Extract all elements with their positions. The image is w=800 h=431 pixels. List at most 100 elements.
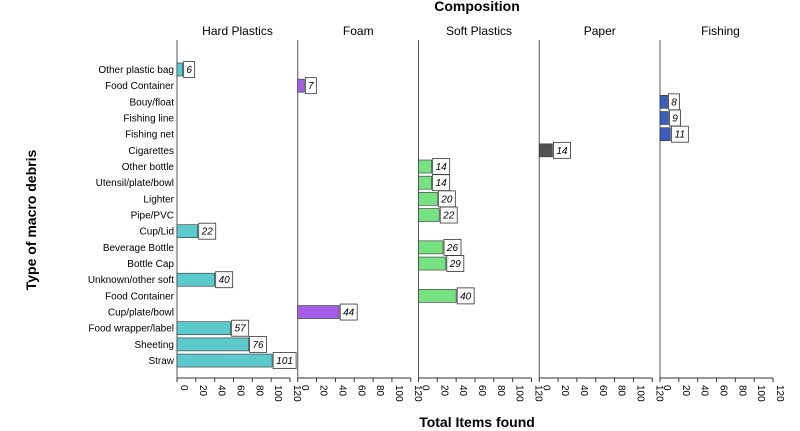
panel-title: Hard Plastics xyxy=(202,24,273,38)
x-tick-label: 100 xyxy=(634,385,645,402)
bar xyxy=(176,353,273,368)
x-tick-label: 0 xyxy=(661,385,672,391)
x-axis-label: Total Items found xyxy=(419,414,535,430)
data-label: 9 xyxy=(672,114,678,125)
x-tick-label: 100 xyxy=(514,385,525,402)
x-tick-label: 60 xyxy=(597,385,608,397)
category-label: Cigarettes xyxy=(128,146,174,157)
x-tick-label: 40 xyxy=(457,385,468,397)
bar xyxy=(418,289,457,303)
x-tick-label: 20 xyxy=(680,385,691,397)
x-tick-label: 0 xyxy=(178,385,189,391)
data-label-box xyxy=(272,352,297,369)
y-axis-label: Type of macro debris xyxy=(23,150,39,291)
data-label: 26 xyxy=(446,243,459,254)
x-tick-label: 80 xyxy=(374,385,385,397)
x-tick-label: 80 xyxy=(495,385,506,397)
data-label: 22 xyxy=(442,211,455,222)
data-label: 57 xyxy=(235,324,247,335)
data-label-box xyxy=(198,222,217,240)
panel: Soft Plastics 0 20 40 60 80 100 120 14 14 20 22 26 29… xyxy=(418,24,544,402)
data-label-box xyxy=(304,77,317,95)
x-tick-label: 20 xyxy=(438,385,449,397)
x-tick-label: 120 xyxy=(653,385,664,402)
x-tick-label: 40 xyxy=(578,385,589,397)
bar xyxy=(176,321,231,336)
bar xyxy=(176,337,249,352)
data-label: 14 xyxy=(556,146,568,157)
data-label: 14 xyxy=(436,162,448,173)
panel-title: Foam xyxy=(343,24,374,38)
category-label: Straw xyxy=(148,356,174,367)
category-label: Sheeting xyxy=(135,340,174,351)
x-tick-label: 20 xyxy=(197,385,208,397)
data-label: 101 xyxy=(276,356,293,367)
bar xyxy=(176,62,183,77)
x-tick-label: 0 xyxy=(540,385,551,391)
data-label-box xyxy=(670,125,689,143)
category-label: Utensil/plate/bowl xyxy=(96,178,174,189)
x-tick-label: 20 xyxy=(318,385,329,397)
bar xyxy=(176,272,215,287)
bar xyxy=(176,224,199,238)
data-label: 11 xyxy=(675,130,685,141)
data-label: 29 xyxy=(449,259,462,270)
bar xyxy=(659,111,669,125)
x-tick-label: 40 xyxy=(699,385,710,397)
x-tick-label: 0 xyxy=(420,385,431,391)
bar xyxy=(418,192,438,206)
x-tick-label: 40 xyxy=(336,385,347,397)
bar xyxy=(418,159,432,174)
data-label: 7 xyxy=(308,81,314,92)
data-label-box xyxy=(231,319,250,337)
data-label-box xyxy=(456,287,475,305)
x-tick-label: 120 xyxy=(533,385,544,402)
category-label: Food wrapper/label xyxy=(88,324,174,335)
category-label: Lighter xyxy=(143,194,174,205)
bar xyxy=(659,95,668,109)
panel: Fishing 0 20 40 60 80 100 120 8 9 11 xyxy=(659,24,785,402)
data-label: 40 xyxy=(460,291,472,302)
panel: Foam 0 20 40 60 80 100 120 7 44 xyxy=(297,24,423,402)
category-label: Beverage Bottle xyxy=(103,243,175,254)
data-label: 22 xyxy=(201,227,214,238)
category-label: Other plastic bag xyxy=(98,65,174,76)
bar xyxy=(418,208,440,222)
x-tick-label: 20 xyxy=(559,385,570,397)
x-tick-label: 80 xyxy=(616,385,627,397)
category-label: Unknown/other soft xyxy=(88,275,174,286)
x-tick-label: 40 xyxy=(216,385,227,397)
x-tick-label: 60 xyxy=(235,385,246,397)
category-label: Bouy/float xyxy=(130,97,175,108)
data-label-box xyxy=(339,303,358,321)
x-tick-label: 120 xyxy=(291,385,302,402)
data-label-box xyxy=(183,61,196,78)
panel-title: Paper xyxy=(584,24,616,38)
bar xyxy=(538,143,553,158)
data-label: 8 xyxy=(671,97,677,108)
x-tick-label: 100 xyxy=(272,385,283,402)
category-label: Food Container xyxy=(105,291,175,302)
data-label-box xyxy=(439,206,458,224)
data-label: 40 xyxy=(219,275,231,286)
x-tick-label: 60 xyxy=(355,385,366,397)
data-label-box xyxy=(446,255,465,272)
data-label-box xyxy=(215,271,234,289)
data-label: 14 xyxy=(436,178,448,189)
x-tick-label: 100 xyxy=(393,385,404,402)
data-label-box xyxy=(249,335,267,353)
category-label: Bottle Cap xyxy=(127,259,174,270)
x-tick-label: 80 xyxy=(253,385,264,397)
category-label: Food Container xyxy=(105,81,175,92)
x-tick-label: 80 xyxy=(736,385,747,397)
bar xyxy=(418,175,432,190)
data-label: 6 xyxy=(186,65,192,76)
data-label-box xyxy=(553,141,571,159)
panel-title: Soft Plastics xyxy=(446,24,512,38)
data-label: 44 xyxy=(343,308,355,319)
x-tick-label: 60 xyxy=(718,385,729,397)
bar xyxy=(418,240,444,255)
category-label: Fishing line xyxy=(123,114,174,125)
x-tick-label: 100 xyxy=(755,385,766,402)
